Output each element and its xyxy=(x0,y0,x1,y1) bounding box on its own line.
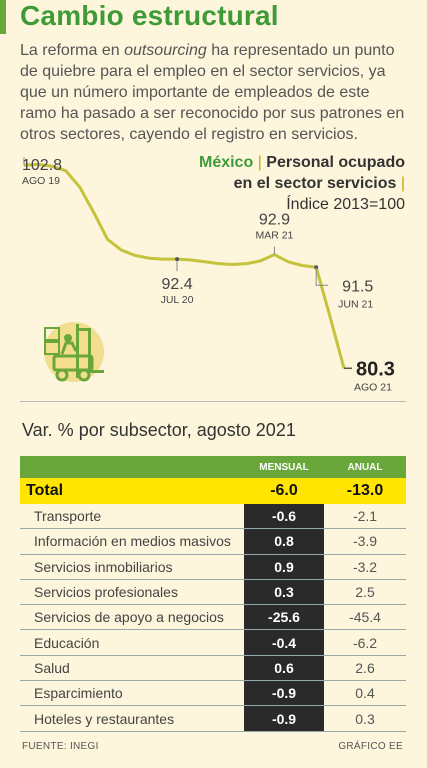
table-row: Servicios profesionales 0.3 2.5 xyxy=(20,579,406,606)
chart-country: México xyxy=(198,154,254,171)
section-divider xyxy=(20,401,406,402)
row-annual: -13.0 xyxy=(324,478,406,504)
graphic-credit: GRÁFICO EE xyxy=(338,741,403,752)
table-header-label xyxy=(20,456,244,478)
date-label: AGO 19 xyxy=(22,175,60,187)
intro-text: La reforma en outsourcing ha representad… xyxy=(20,42,405,143)
forklift-icon xyxy=(44,322,104,382)
row-label: Salud xyxy=(20,655,244,682)
page-title: Cambio estructural xyxy=(20,0,279,31)
data-label: 91.5 xyxy=(342,278,373,295)
chart-heading-line2: en el sector servicios xyxy=(233,175,397,192)
source-note: FUENTE: INEGI xyxy=(22,741,99,752)
date-label: MAR 21 xyxy=(255,230,293,242)
row-label: Servicios profesionales xyxy=(20,579,244,606)
column-header-monthly: MENSUAL xyxy=(244,456,324,478)
row-annual: -3.9 xyxy=(324,528,406,555)
chart-heading-line3: Índice 2013=100 xyxy=(286,196,405,213)
table-row: Información en medios masivos 0.8 -3.9 xyxy=(20,528,406,555)
table-row: Educación -0.4 -6.2 xyxy=(20,629,406,656)
row-annual: 2.5 xyxy=(324,579,406,606)
series-line xyxy=(23,162,346,369)
chart-heading-line1: Personal ocupado xyxy=(266,154,405,171)
row-monthly: -0.9 xyxy=(244,680,324,707)
data-label: 92.4 xyxy=(161,276,192,293)
data-label: 102.8 xyxy=(22,157,62,174)
table-row: Servicios de apoyo a negocios -25.6 -45.… xyxy=(20,604,406,631)
row-annual: 2.6 xyxy=(324,655,406,682)
row-monthly: 0.3 xyxy=(244,579,324,606)
table-row: Salud 0.6 2.6 xyxy=(20,655,406,682)
row-label: Total xyxy=(20,478,244,504)
row-annual: -45.4 xyxy=(324,604,406,631)
row-monthly: 0.8 xyxy=(244,528,324,555)
row-monthly: 0.6 xyxy=(244,655,324,682)
row-label: Servicios de apoyo a negocios xyxy=(20,604,244,631)
row-annual: 0.3 xyxy=(324,705,406,732)
date-label: JUN 21 xyxy=(338,298,373,310)
chart-heading: México | Personal ocupado en el sector s… xyxy=(198,154,405,213)
row-monthly: -0.4 xyxy=(244,629,324,656)
table-row: Hoteles y restaurantes -0.9 0.3 xyxy=(20,705,406,732)
table-row-total: Total -6.0 -13.0 xyxy=(20,478,406,504)
data-label: 92.9 xyxy=(259,212,290,229)
row-label: Esparcimiento xyxy=(20,680,244,707)
date-label: JUL 20 xyxy=(161,294,194,306)
table-row: Transporte -0.6 -2.1 xyxy=(20,504,406,530)
table-row: Servicios inmobiliarios 0.9 -3.2 xyxy=(20,554,406,580)
row-label: Hoteles y restaurantes xyxy=(20,705,244,732)
table-row: Esparcimiento -0.9 0.4 xyxy=(20,680,406,707)
title-accent-bar xyxy=(0,0,6,34)
row-annual: -3.2 xyxy=(324,554,406,580)
point-marker xyxy=(315,267,329,286)
row-monthly: 0.9 xyxy=(244,554,324,580)
row-label: Educación xyxy=(20,629,244,656)
column-header-annual: ANUAL xyxy=(324,456,406,478)
table-subtitle: Var. % por subsector, agosto 2021 xyxy=(22,420,296,440)
row-label: Servicios inmobiliarios xyxy=(20,554,244,580)
row-monthly: -6.0 xyxy=(244,478,324,504)
row-monthly: -0.9 xyxy=(244,705,324,732)
subsector-table: MENSUAL ANUAL Total -6.0 -13.0 Transport… xyxy=(20,456,406,732)
row-monthly: -25.6 xyxy=(244,604,324,631)
data-label: 80.3 xyxy=(356,358,395,380)
row-annual: -6.2 xyxy=(324,629,406,656)
row-label: Transporte xyxy=(20,504,244,530)
row-annual: -2.1 xyxy=(324,504,406,530)
point-dot xyxy=(175,257,180,262)
row-monthly: -0.6 xyxy=(244,504,324,530)
date-label: AGO 21 xyxy=(354,381,392,393)
row-annual: 0.4 xyxy=(324,680,406,707)
row-label: Información en medios masivos xyxy=(20,528,244,555)
